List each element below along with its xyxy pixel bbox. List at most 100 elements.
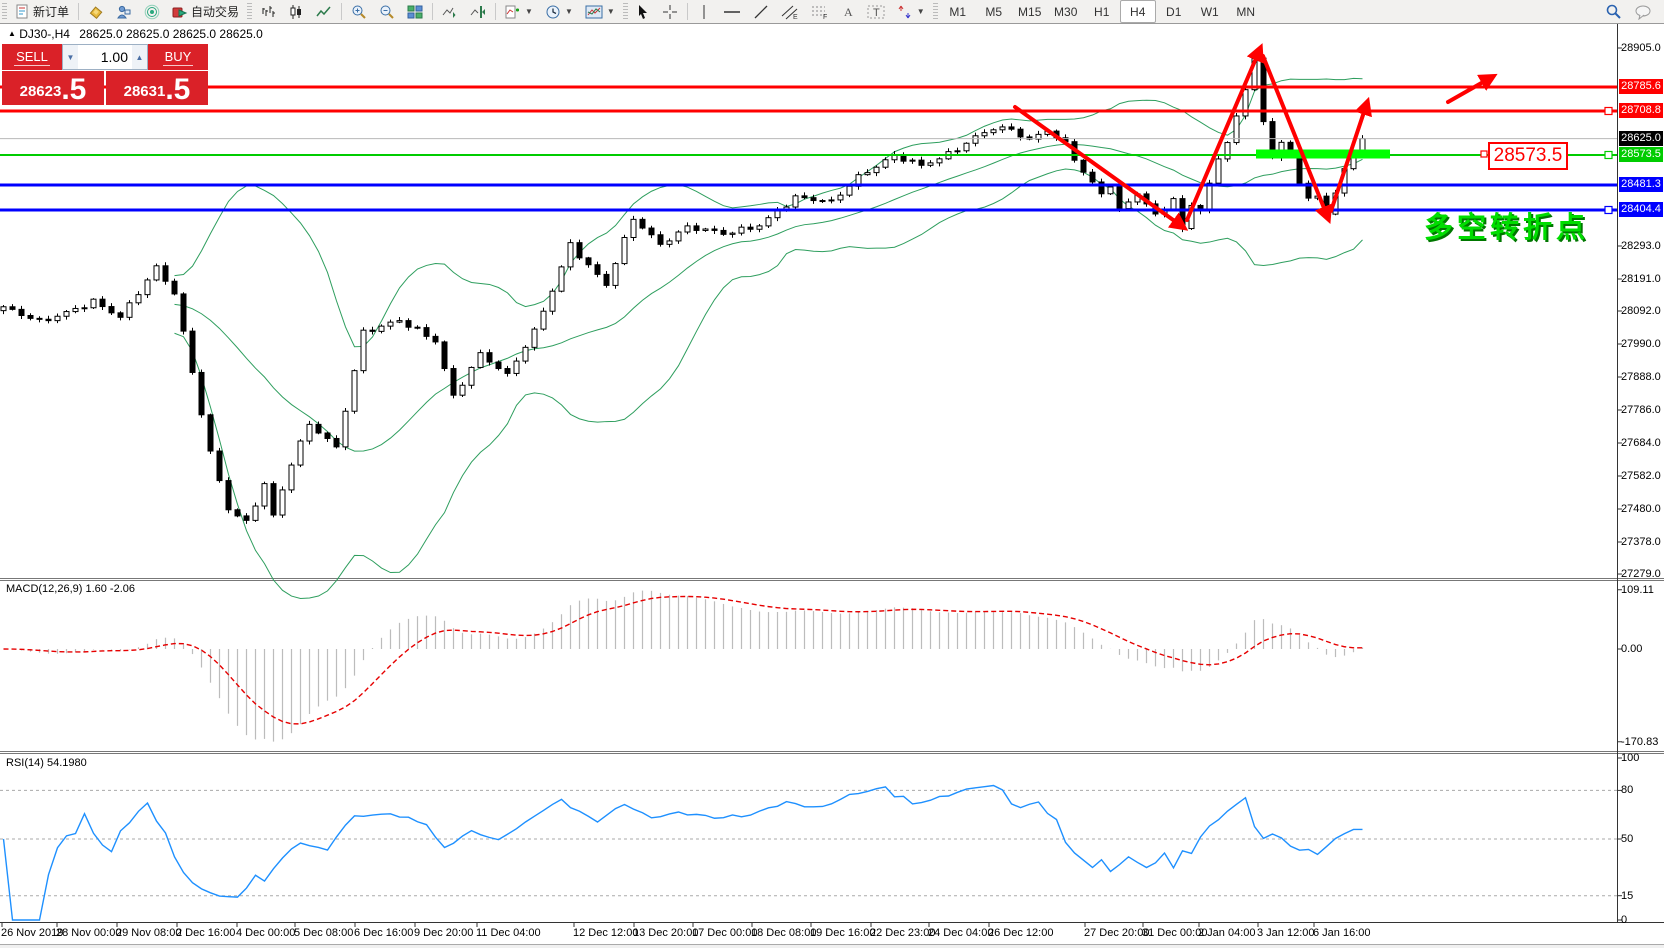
- gold-icon: [89, 5, 103, 19]
- vertical-line-button[interactable]: [692, 0, 716, 23]
- separator: [686, 3, 688, 20]
- auto-trading-label: 自动交易: [191, 5, 240, 19]
- sell-label: SELL: [14, 48, 50, 66]
- svg-text:F: F: [823, 14, 827, 20]
- chat-bubble-icon: [1635, 5, 1651, 20]
- templates-button[interactable]: ▼: [580, 0, 620, 23]
- buy-price-button[interactable]: 28631.5: [106, 71, 208, 105]
- timeframe-button-m30[interactable]: M30: [1054, 4, 1078, 19]
- volume-spinner: ▼ 1.00 ▲: [62, 44, 148, 70]
- horizontal-line-icon: [723, 10, 740, 13]
- sell-price-button[interactable]: 28623.5: [2, 71, 104, 105]
- timeframe-button-h1[interactable]: H1: [1094, 4, 1110, 19]
- new-order-icon: [16, 4, 28, 19]
- separator: [495, 3, 497, 20]
- separator: [78, 3, 80, 20]
- volume-decrease-button[interactable]: ▼: [63, 45, 78, 69]
- svg-text:A: A: [844, 5, 853, 19]
- auto-scroll-button[interactable]: [437, 0, 463, 23]
- tile-windows-icon: [407, 5, 423, 18]
- clock-icon: [546, 5, 560, 18]
- toolbar-grip: [2, 3, 7, 20]
- zoom-in-button[interactable]: [346, 0, 372, 23]
- search-button[interactable]: [1600, 0, 1627, 23]
- timeframe-button-m5[interactable]: M5: [985, 4, 1003, 19]
- bar-chart-button[interactable]: [255, 0, 281, 23]
- timeframe-button-m15[interactable]: M15: [1018, 4, 1042, 19]
- buy-price-main: 28631: [123, 83, 166, 100]
- timeframe-button-mn[interactable]: MN: [1236, 4, 1256, 19]
- timeframe-button-w1[interactable]: W1: [1200, 4, 1219, 19]
- search-icon: [1606, 4, 1621, 19]
- tile-windows-button[interactable]: [402, 0, 428, 23]
- equidistant-channel-icon: E: [781, 5, 798, 20]
- auto-scroll-icon: [442, 7, 456, 18]
- horizontal-line-button[interactable]: [718, 0, 746, 23]
- svg-text:E: E: [793, 14, 798, 20]
- signals-icon: [144, 4, 160, 19]
- dropdown-caret: ▼: [564, 7, 573, 16]
- periods-button[interactable]: ▼: [540, 0, 578, 23]
- template-chart-icon: [585, 5, 603, 18]
- zoom-out-button[interactable]: [374, 0, 400, 23]
- toolbar-grip: [622, 3, 628, 20]
- toolbar-grip: [932, 3, 938, 20]
- indicators-icon: [505, 5, 520, 18]
- zoom-in-icon: [352, 5, 366, 19]
- chart-shift-icon: [470, 5, 486, 18]
- user-terminal-icon: [117, 5, 131, 18]
- sell-price-frac: .5: [61, 73, 87, 106]
- candlestick-button[interactable]: [283, 0, 309, 23]
- volume-value[interactable]: 1.00: [100, 49, 128, 65]
- separator: [341, 3, 343, 20]
- signals-button[interactable]: [139, 0, 165, 23]
- arrows-icon: [898, 5, 911, 18]
- terminal-button[interactable]: [111, 0, 137, 23]
- line-chart-button[interactable]: [311, 0, 337, 23]
- crosshair-icon: [662, 4, 677, 19]
- timeframe-button-d1[interactable]: D1: [1166, 4, 1182, 19]
- autotrading-button[interactable]: 自动交易: [167, 0, 244, 23]
- fibonacci-icon: F: [811, 6, 827, 20]
- equidistant-channel-button[interactable]: E: [776, 0, 804, 23]
- line-chart-icon: [316, 6, 331, 16]
- fibonacci-button[interactable]: F: [806, 0, 834, 23]
- cursor-button[interactable]: [631, 0, 655, 23]
- text-label-button[interactable]: T: [862, 0, 890, 23]
- crosshair-button[interactable]: [657, 0, 683, 23]
- text-button[interactable]: A: [836, 0, 860, 23]
- cursor-icon: [638, 5, 647, 19]
- timeframe-button-m1[interactable]: M1: [949, 4, 967, 19]
- dropdown-caret: ▼: [606, 7, 615, 16]
- text-label-icon: T: [867, 5, 885, 19]
- timeframe-button-h4[interactable]: H4: [1119, 0, 1156, 23]
- toolbar: 新订单 自动交易: [0, 0, 1664, 24]
- sell-price-main: 28623: [19, 83, 62, 100]
- metaeditor-button[interactable]: [83, 0, 109, 23]
- arrows-button[interactable]: ▼: [892, 0, 930, 23]
- bar-chart-icon: [262, 5, 276, 17]
- indicators-button[interactable]: ▼: [500, 0, 538, 23]
- new-order-button[interactable]: 新订单: [10, 0, 74, 23]
- chart-shift-button[interactable]: [465, 0, 491, 23]
- trendline-button[interactable]: [748, 0, 774, 23]
- text-a-icon: A: [844, 5, 853, 19]
- zoom-out-icon: [380, 5, 394, 19]
- status-strip: [0, 944, 1664, 948]
- buy-price-frac: .5: [165, 73, 191, 106]
- new-order-label: 新订单: [33, 5, 70, 19]
- vertical-line-icon: [703, 4, 705, 19]
- volume-increase-button[interactable]: ▲: [132, 45, 147, 69]
- separator: [432, 3, 434, 20]
- dropdown-caret: ▼: [916, 7, 925, 16]
- chat-button[interactable]: [1629, 0, 1657, 23]
- autotrading-icon: [172, 7, 188, 17]
- buy-button[interactable]: BUY: [148, 44, 208, 70]
- buy-label: BUY: [162, 48, 194, 66]
- one-click-trading-panel: SELL ▼ 1.00 ▲ BUY 28623.5 28631.5: [2, 44, 208, 105]
- candlestick-icon: [290, 4, 302, 19]
- svg-text:T: T: [873, 7, 880, 19]
- sell-button[interactable]: SELL: [2, 44, 62, 70]
- dropdown-caret: ▼: [525, 7, 533, 16]
